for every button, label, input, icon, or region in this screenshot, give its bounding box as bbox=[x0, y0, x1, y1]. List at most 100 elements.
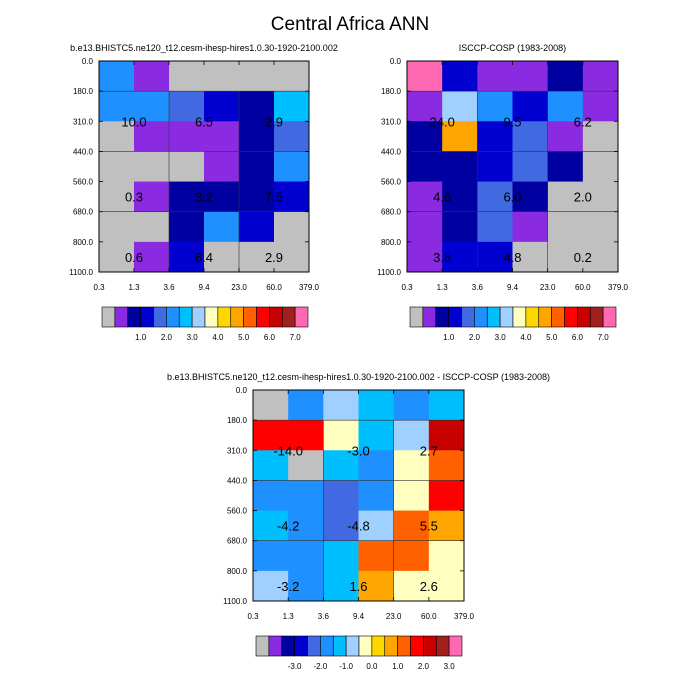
y-tick-label: 560.0 bbox=[73, 178, 94, 187]
colorbar-swatch bbox=[332, 635, 347, 657]
colorbar-label: 5.0 bbox=[238, 333, 250, 342]
heatmap-cell bbox=[323, 480, 359, 512]
heatmap-cell bbox=[239, 241, 275, 273]
colorbar-label: 3.0 bbox=[495, 333, 507, 342]
heatmap-cell bbox=[288, 510, 324, 542]
y-tick-label: 0.0 bbox=[236, 386, 248, 395]
cell-value-label: 4.8 bbox=[503, 250, 521, 265]
colorbar-label: 1.0 bbox=[443, 333, 455, 342]
panel-title: b.e13.BHISTC5.ne120_t12.cesm-ihesp-hires… bbox=[167, 372, 550, 382]
colorbar-label: 6.0 bbox=[572, 333, 584, 342]
y-tick-label: 440.0 bbox=[227, 476, 248, 485]
heatmap-cell bbox=[428, 450, 465, 481]
colorbar-swatch bbox=[384, 635, 398, 657]
heatmap-cell bbox=[442, 241, 478, 273]
heatmap-cell bbox=[442, 181, 478, 213]
heatmap-cell bbox=[393, 480, 430, 512]
cell-value-label: -3.0 bbox=[347, 443, 369, 458]
colorbar-swatch bbox=[474, 306, 488, 328]
heatmap-cell bbox=[442, 151, 478, 183]
heatmap-cell bbox=[253, 420, 289, 451]
heatmap-cell bbox=[407, 61, 443, 92]
heatmap-cell bbox=[512, 121, 549, 152]
colorbar-swatch bbox=[551, 306, 565, 328]
cell-value-label: 2.6 bbox=[420, 579, 438, 594]
heatmap-cell bbox=[134, 211, 170, 243]
heatmap-cell bbox=[253, 480, 289, 512]
colorbar-swatch bbox=[217, 306, 232, 328]
heatmap-cell bbox=[442, 121, 478, 152]
y-tick-label: 440.0 bbox=[73, 147, 94, 156]
heatmap-cell bbox=[512, 91, 549, 122]
heatmap-cell bbox=[407, 151, 443, 183]
heatmap-cell bbox=[442, 61, 478, 92]
heatmap-cell bbox=[169, 121, 205, 152]
panel-title: b.e13.BHISTC5.ne120_t12.cesm-ihesp-hires… bbox=[70, 43, 338, 53]
cell-value-label: 6.4 bbox=[195, 250, 213, 265]
heatmap-cell bbox=[393, 570, 430, 602]
heatmap-cell bbox=[358, 450, 395, 481]
heatmap-cell bbox=[274, 91, 310, 122]
heatmap-cell bbox=[407, 91, 443, 122]
y-tick-label: 310.0 bbox=[73, 117, 94, 126]
cell-value-label: 3.8 bbox=[433, 250, 451, 265]
colorbar-swatch bbox=[281, 306, 296, 328]
y-tick-label: 310.0 bbox=[227, 446, 248, 455]
colorbar-label: 4.0 bbox=[212, 333, 224, 342]
heatmap-cell bbox=[428, 480, 465, 512]
colorbar-swatch bbox=[345, 635, 360, 657]
cell-value-label: -4.8 bbox=[347, 519, 369, 534]
heatmap-panel-1: b.e13.BHISTC5.ne120_t12.cesm-ihesp-hires… bbox=[69, 43, 338, 342]
heatmap-cell bbox=[512, 241, 549, 273]
heatmap-cell bbox=[169, 181, 205, 213]
x-tick-label: 379.0 bbox=[608, 283, 629, 292]
colorbar-swatch bbox=[538, 306, 552, 328]
heatmap-cell bbox=[169, 61, 205, 92]
heatmap-cell bbox=[239, 121, 275, 152]
x-tick-label: 0.3 bbox=[93, 283, 105, 292]
x-tick-label: 0.3 bbox=[247, 612, 259, 621]
heatmap-cell bbox=[582, 181, 619, 213]
heatmap-cell bbox=[358, 570, 395, 602]
heatmap-cell bbox=[99, 211, 135, 243]
heatmap-cell bbox=[407, 181, 443, 213]
heatmap-cell bbox=[442, 211, 478, 243]
y-tick-label: 180.0 bbox=[227, 416, 248, 425]
heatmap-cell bbox=[288, 540, 324, 572]
heatmap-cell bbox=[428, 420, 465, 451]
heatmap-cell bbox=[358, 510, 395, 542]
heatmap-cell bbox=[358, 480, 395, 512]
heatmap-cell bbox=[239, 181, 275, 213]
colorbar-swatch bbox=[294, 635, 308, 657]
heatmap-cell bbox=[323, 390, 359, 421]
heatmap-cell bbox=[169, 91, 205, 122]
cell-value-label: 6.2 bbox=[574, 114, 592, 129]
panel-title: ISCCP-COSP (1983-2008) bbox=[459, 43, 566, 53]
y-tick-label: 0.0 bbox=[390, 57, 402, 66]
colorbar-label: 5.0 bbox=[546, 333, 558, 342]
panels-container: b.e13.BHISTC5.ne120_t12.cesm-ihesp-hires… bbox=[69, 43, 628, 671]
heatmap-cell bbox=[134, 151, 170, 183]
colorbar: 1.0 2.0 3.0 4.0 5.0 6.0 7.0 bbox=[409, 306, 617, 342]
colorbar-swatch bbox=[191, 306, 206, 328]
heatmap-cell bbox=[582, 61, 619, 92]
heatmap-cell bbox=[323, 540, 359, 572]
cell-value-label: 2.9 bbox=[265, 114, 283, 129]
x-tick-label: 1.3 bbox=[283, 612, 295, 621]
cell-value-label: 10.0 bbox=[121, 114, 146, 129]
y-tick-label: 180.0 bbox=[73, 87, 94, 96]
cell-value-label: 0.6 bbox=[125, 250, 143, 265]
colorbar-swatch bbox=[486, 306, 501, 328]
heatmap-cell bbox=[512, 181, 549, 213]
heatmap-cell bbox=[204, 241, 240, 273]
heatmap-cell bbox=[512, 211, 549, 243]
heatmap-cell bbox=[169, 241, 205, 273]
colorbar-label: 3.0 bbox=[187, 333, 199, 342]
colorbar-label: -3.0 bbox=[288, 662, 302, 671]
y-tick-label: 560.0 bbox=[381, 178, 402, 187]
cell-value-label: -3.2 bbox=[277, 579, 299, 594]
colorbar-swatch bbox=[230, 306, 244, 328]
x-tick-label: 3.6 bbox=[163, 283, 175, 292]
heatmap-cell bbox=[358, 390, 395, 421]
heatmap-cell bbox=[204, 121, 240, 152]
